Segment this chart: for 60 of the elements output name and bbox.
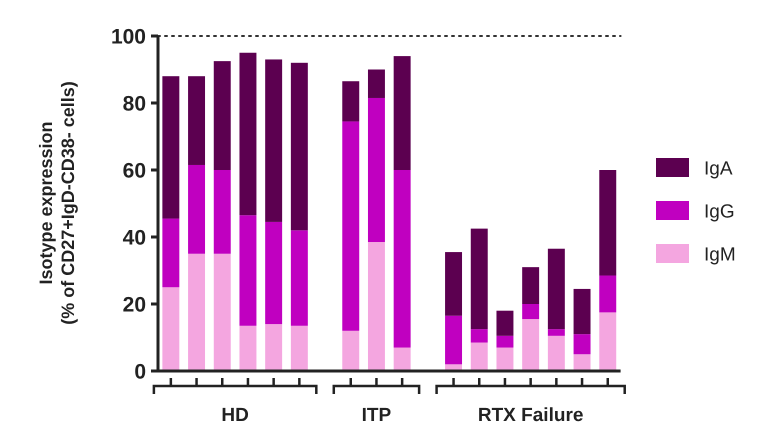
bar	[445, 316, 462, 364]
y-axis-title: Isotype expression (% of CD27+IgD-CD38- cells)	[36, 81, 78, 325]
bar	[496, 348, 514, 371]
text: ITP	[362, 405, 392, 426]
bar	[214, 61, 231, 170]
text: RTX Failure	[478, 405, 584, 426]
bar	[394, 56, 411, 170]
bar	[368, 242, 385, 371]
bar	[522, 267, 540, 304]
y-tick-label: 0	[134, 360, 146, 384]
y-tick-label: 100	[110, 25, 146, 48]
bar	[599, 170, 616, 276]
bar	[162, 76, 180, 219]
bar	[265, 324, 282, 371]
bar	[522, 319, 540, 371]
bar	[470, 342, 488, 371]
bar	[445, 252, 462, 316]
bar	[394, 170, 411, 348]
text: HD	[221, 405, 249, 426]
legend-label: IgM	[704, 244, 736, 266]
bar	[290, 326, 308, 371]
bar	[214, 170, 231, 254]
y-tick-label: 60	[122, 159, 146, 182]
bar	[265, 59, 282, 222]
bar	[342, 81, 360, 122]
bar	[548, 248, 565, 330]
bar	[342, 330, 360, 371]
bar	[342, 121, 360, 331]
bar	[265, 222, 282, 324]
bar	[368, 70, 385, 98]
y-tick-label: 40	[122, 226, 146, 250]
bar	[162, 218, 180, 288]
legend-label: IgG	[704, 202, 735, 223]
bar	[574, 334, 591, 354]
bar	[470, 228, 488, 330]
bar	[214, 254, 231, 371]
bar	[290, 62, 308, 230]
legend-label: IgA	[704, 158, 733, 180]
bar	[522, 304, 540, 320]
bar	[290, 230, 308, 326]
bar	[470, 329, 488, 343]
bar	[188, 254, 206, 371]
bar	[496, 336, 514, 348]
bar	[548, 336, 565, 371]
bar	[548, 329, 565, 336]
bar	[496, 310, 514, 336]
bar	[188, 76, 206, 165]
bar	[188, 164, 206, 254]
bar	[394, 348, 411, 371]
bar	[599, 276, 616, 312]
y-tick-label: 80	[122, 92, 146, 116]
bar	[574, 288, 591, 334]
bar	[162, 287, 180, 371]
bar	[239, 215, 256, 326]
bar	[239, 52, 256, 216]
bar	[574, 354, 591, 371]
bar	[599, 312, 616, 371]
y-tick-label: 20	[122, 293, 146, 316]
bar	[368, 98, 385, 242]
bar	[239, 326, 256, 371]
